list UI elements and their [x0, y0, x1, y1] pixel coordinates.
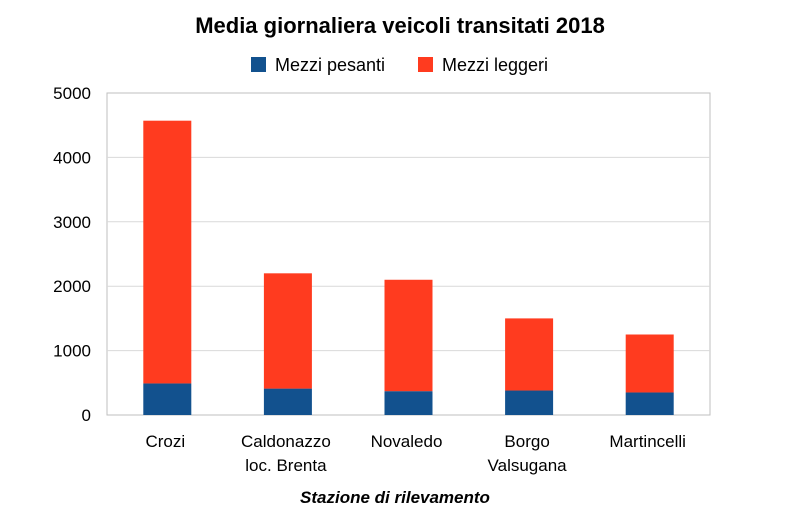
- bars: [143, 120, 674, 415]
- bar-mezzi-leggeri: [505, 318, 554, 391]
- x-tick-label: Borgo Valsugana: [488, 432, 568, 475]
- y-tick-label: 0: [82, 406, 91, 425]
- bar-mezzi-leggeri: [384, 279, 433, 392]
- x-axis-title: Stazione di rilevamento: [300, 488, 490, 507]
- x-axis-ticks: Crozi Caldonazzo loc. Brenta Novaledo Borgo V…: [145, 432, 686, 475]
- legend-label: Mezzi pesanti: [275, 55, 385, 75]
- bar-mezzi-leggeri: [143, 120, 192, 384]
- legend-swatch: [251, 57, 266, 72]
- x-tick-label: Caldonazzo loc. Brenta: [241, 432, 331, 475]
- bar-mezzi-pesanti: [143, 383, 192, 415]
- y-axis-ticks: 0 1000 2000 3000 4000 5000: [53, 84, 91, 425]
- bar-mezzi-pesanti: [505, 390, 554, 415]
- legend-swatch: [418, 57, 433, 72]
- x-tick-label: Martincelli: [609, 432, 686, 451]
- legend-label: Mezzi leggeri: [442, 55, 548, 75]
- bar-mezzi-leggeri: [263, 273, 312, 389]
- chart-title: Media giornaliera veicoli transitati 201…: [195, 13, 605, 38]
- x-tick-label: Novaledo: [371, 432, 443, 451]
- y-tick-label: 5000: [53, 84, 91, 103]
- legend: Mezzi pesanti Mezzi leggeri: [251, 55, 548, 75]
- y-tick-label: 3000: [53, 213, 91, 232]
- y-tick-label: 2000: [53, 277, 91, 296]
- bar-mezzi-pesanti: [625, 392, 674, 415]
- x-tick-label: Crozi: [145, 432, 185, 451]
- bar-mezzi-pesanti: [384, 391, 433, 415]
- bar-mezzi-leggeri: [625, 334, 674, 393]
- y-tick-label: 1000: [53, 342, 91, 361]
- y-tick-label: 4000: [53, 148, 91, 167]
- bar-mezzi-pesanti: [263, 388, 312, 415]
